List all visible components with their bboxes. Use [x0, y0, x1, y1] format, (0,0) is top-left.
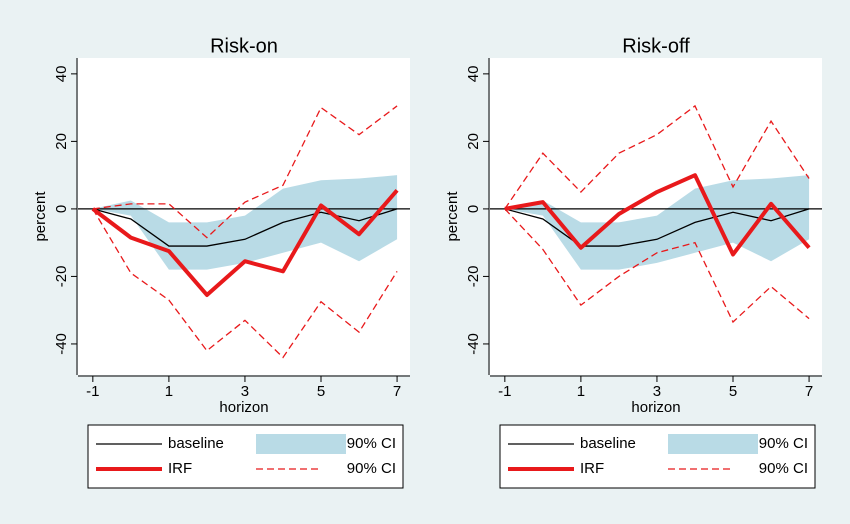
legend-label: 90% CI [347, 435, 396, 452]
x-axis-title: horizon [631, 399, 680, 416]
legend-label: baseline [168, 435, 224, 452]
y-tick-label: 20 [53, 133, 70, 150]
legend-key [256, 434, 346, 454]
x-tick-label: 1 [165, 383, 173, 400]
y-tick-label: -20 [53, 266, 70, 288]
chart-title: Risk-off [622, 35, 690, 57]
legend-key [668, 434, 758, 454]
legend-label: 90% CI [347, 460, 396, 477]
legend-label: 90% CI [759, 435, 808, 452]
x-tick-label: 5 [317, 383, 325, 400]
legend-label: 90% CI [759, 460, 808, 477]
legend [87, 424, 404, 489]
y-axis-title: percent [444, 191, 461, 242]
y-tick-label: 0 [465, 205, 482, 213]
x-tick-label: -1 [498, 383, 511, 400]
x-tick-label: 1 [577, 383, 585, 400]
x-tick-label: 3 [241, 383, 249, 400]
legend-label: baseline [580, 435, 636, 452]
legend [499, 424, 816, 489]
baseline-line [92, 208, 398, 247]
legend-label: IRF [580, 460, 604, 477]
x-axis-title: horizon [219, 399, 268, 416]
legend-label: IRF [168, 460, 192, 477]
y-tick-label: 40 [53, 66, 70, 83]
y-tick-label: -20 [465, 266, 482, 288]
x-tick-label: -1 [86, 383, 99, 400]
y-tick-label: -40 [465, 333, 482, 355]
irf-line [91, 189, 399, 297]
ci-line [92, 105, 398, 239]
ci-line [92, 208, 398, 359]
y-tick-label: -40 [53, 333, 70, 355]
ci-line [504, 208, 810, 324]
y-tick-label: 40 [465, 66, 482, 83]
y-tick-label: 20 [465, 133, 482, 150]
chart-title: Risk-on [210, 35, 278, 57]
x-tick-label: 7 [805, 383, 813, 400]
y-axis-title: percent [32, 191, 49, 242]
x-tick-label: 7 [393, 383, 401, 400]
irf-line [504, 173, 811, 257]
x-tick-label: 5 [729, 383, 737, 400]
y-tick-label: 0 [53, 205, 70, 213]
x-tick-label: 3 [653, 383, 661, 400]
